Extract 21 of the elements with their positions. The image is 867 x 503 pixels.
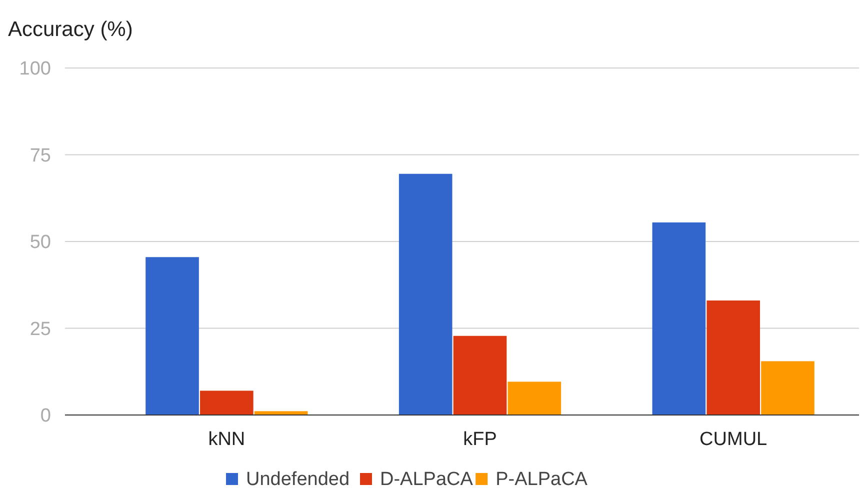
bar [706, 300, 760, 415]
bar [453, 336, 507, 415]
x-tick-label: kNN [208, 429, 246, 450]
legend-label: D-ALPaCA [380, 469, 474, 490]
bar [200, 390, 254, 415]
legend-label: Undefended [246, 469, 350, 490]
bar [254, 411, 308, 415]
y-tick-label: 100 [19, 58, 51, 80]
bar [761, 361, 814, 415]
x-tick-label: kFP [463, 429, 497, 450]
y-tick-label: 25 [30, 318, 51, 340]
bar [146, 257, 199, 415]
y-tick-label: 50 [30, 232, 51, 254]
y-tick-label: 0 [40, 406, 51, 427]
bar [508, 382, 562, 415]
legend-label: P-ALPaCA [496, 469, 588, 490]
bar [652, 222, 706, 415]
bar [398, 174, 452, 415]
y-axis-title: Accuracy (%) [8, 18, 133, 41]
y-tick-label: 75 [30, 145, 51, 166]
x-tick-label: CUMUL [700, 429, 768, 450]
